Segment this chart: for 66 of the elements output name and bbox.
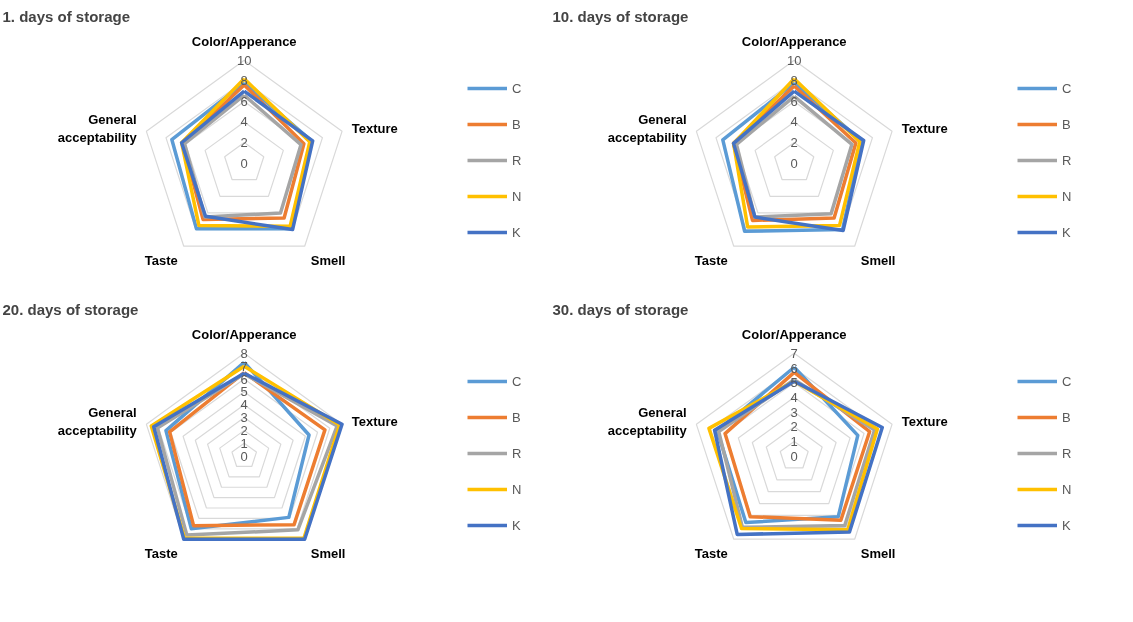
spoke-label: Texture [351,414,398,430]
y-tick-label: 0 [240,448,248,464]
spoke-label: Smell [310,252,346,268]
legend-label: B [512,116,522,132]
y-tick-label: 0 [790,448,798,464]
y-tick-label: 4 [240,114,248,130]
legend-label: C [512,373,523,389]
legend-label: K [512,517,522,533]
spoke-label: Smell [860,545,896,561]
chart-title: 30. days of storage [552,300,689,318]
spoke-label: Texture [351,121,398,137]
legend-label: R [1062,445,1073,461]
legend-label: R [512,445,523,461]
legend-label: N [512,481,523,497]
y-tick-label: 1 [790,433,798,449]
legend-label: K [1062,224,1072,240]
y-tick-label: 7 [790,345,798,361]
spoke-label: General acceptability [57,405,138,439]
spoke-label: General acceptability [607,112,688,146]
legend-label: C [512,80,523,96]
chart-title: 20. days of storage [2,300,139,318]
legend-label: C [1062,80,1073,96]
spoke-label: Color/Apperance [191,34,297,50]
y-tick-label: 6 [240,371,248,387]
spoke-label: Taste [694,545,728,561]
y-tick-label: 2 [790,419,798,435]
legend-label: K [512,224,522,240]
y-tick-label: 0 [790,155,798,171]
legend-label: N [1062,188,1073,204]
spoke-label: Color/Apperance [191,327,297,343]
y-tick-label: 2 [790,135,798,151]
y-tick-label: 10 [786,52,802,68]
y-tick-label: 3 [790,404,798,420]
spoke-label: Smell [860,252,896,268]
spoke-label: Taste [144,252,178,268]
chart-title: 10. days of storage [552,7,689,25]
y-tick-label: 6 [240,93,248,109]
legend-label: K [1062,517,1072,533]
y-tick-label: 4 [240,397,248,413]
legend-label: N [1062,481,1073,497]
y-tick-label: 10 [236,52,252,68]
spoke-label: Taste [144,545,178,561]
y-tick-label: 0 [240,155,248,171]
legend-label: B [1062,409,1072,425]
legend-label: N [512,188,523,204]
spoke-label: Texture [901,121,948,137]
spoke-label: General acceptability [607,405,688,439]
legend-label: C [1062,373,1073,389]
spoke-label: Texture [901,414,948,430]
spoke-label: Taste [694,252,728,268]
spoke-label: Color/Apperance [741,34,847,50]
chart-title: 1. days of storage [2,7,131,25]
spoke-label: Color/Apperance [741,327,847,343]
legend-label: B [1062,116,1072,132]
y-tick-label: 2 [240,135,248,151]
y-tick-label: 4 [790,389,798,405]
y-tick-label: 4 [790,114,798,130]
y-tick-label: 8 [240,345,248,361]
y-tick-label: 5 [240,384,248,400]
spoke-label: General acceptability [57,112,138,146]
y-tick-label: 6 [790,93,798,109]
legend-label: B [512,409,522,425]
legend-label: R [1062,152,1073,168]
spoke-label: Smell [310,545,346,561]
y-tick-label: 1 [240,435,248,451]
legend-label: R [512,152,523,168]
